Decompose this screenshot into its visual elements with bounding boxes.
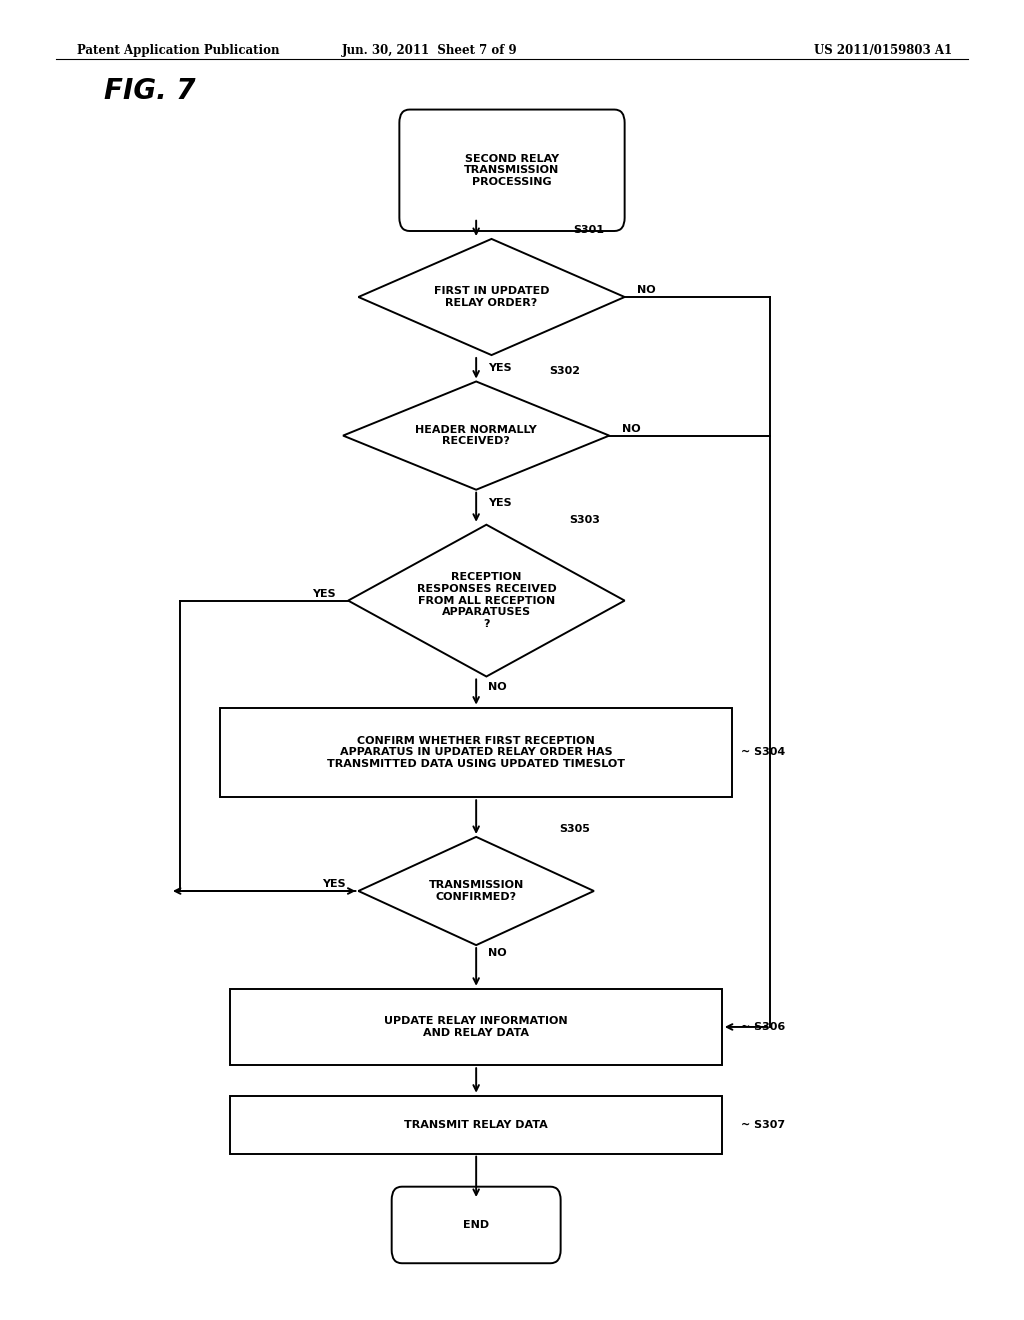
Text: S305: S305	[559, 824, 590, 834]
Text: NO: NO	[637, 285, 655, 296]
Text: Patent Application Publication: Patent Application Publication	[77, 44, 280, 57]
Text: YES: YES	[312, 589, 336, 599]
Text: S303: S303	[569, 515, 600, 525]
Text: YES: YES	[323, 879, 346, 890]
Text: NO: NO	[488, 682, 507, 692]
Bar	[230, 989, 722, 1065]
Text: ~ S304: ~ S304	[741, 747, 785, 758]
Polygon shape	[358, 837, 594, 945]
Text: S301: S301	[573, 224, 604, 235]
Text: UPDATE RELAY INFORMATION
AND RELAY DATA: UPDATE RELAY INFORMATION AND RELAY DATA	[384, 1016, 568, 1038]
Text: US 2011/0159803 A1: US 2011/0159803 A1	[814, 44, 952, 57]
Text: Jun. 30, 2011  Sheet 7 of 9: Jun. 30, 2011 Sheet 7 of 9	[342, 44, 518, 57]
Text: YES: YES	[488, 363, 512, 374]
Text: NO: NO	[622, 424, 640, 434]
Text: ~ S306: ~ S306	[741, 1022, 785, 1032]
FancyBboxPatch shape	[399, 110, 625, 231]
Polygon shape	[343, 381, 609, 490]
Text: S302: S302	[549, 366, 580, 376]
Text: NO: NO	[488, 948, 507, 958]
Text: RECEPTION
RESPONSES RECEIVED
FROM ALL RECEPTION
APPARATUSES
?: RECEPTION RESPONSES RECEIVED FROM ALL RE…	[417, 573, 556, 628]
Text: TRANSMISSION
CONFIRMED?: TRANSMISSION CONFIRMED?	[428, 880, 524, 902]
Text: FIG. 7: FIG. 7	[104, 77, 196, 104]
Bar	[230, 1096, 722, 1154]
FancyBboxPatch shape	[391, 1187, 561, 1263]
Text: END: END	[463, 1220, 489, 1230]
Text: YES: YES	[488, 498, 512, 508]
Text: CONFIRM WHETHER FIRST RECEPTION
APPARATUS IN UPDATED RELAY ORDER HAS
TRANSMITTED: CONFIRM WHETHER FIRST RECEPTION APPARATU…	[327, 735, 626, 770]
Polygon shape	[358, 239, 625, 355]
Polygon shape	[348, 524, 625, 676]
Text: FIRST IN UPDATED
RELAY ORDER?: FIRST IN UPDATED RELAY ORDER?	[434, 286, 549, 308]
Bar	[220, 708, 732, 797]
Text: HEADER NORMALLY
RECEIVED?: HEADER NORMALLY RECEIVED?	[416, 425, 537, 446]
Text: TRANSMIT RELAY DATA: TRANSMIT RELAY DATA	[404, 1119, 548, 1130]
Text: ~ S307: ~ S307	[741, 1119, 785, 1130]
Text: SECOND RELAY
TRANSMISSION
PROCESSING: SECOND RELAY TRANSMISSION PROCESSING	[464, 153, 560, 187]
